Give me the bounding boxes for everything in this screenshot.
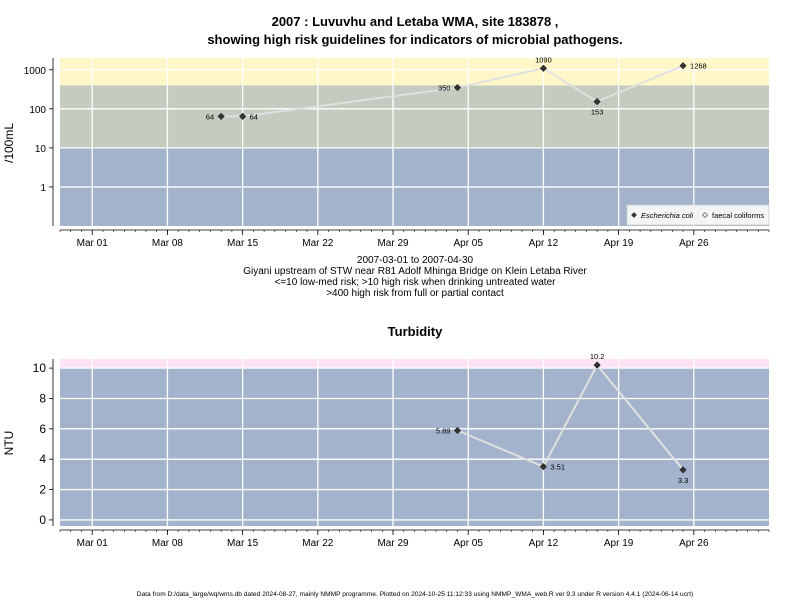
chart1-point-4	[539, 64, 548, 72]
chart1-data-label-4: 1090	[535, 55, 552, 64]
chart2-title: Turbidity	[388, 324, 443, 339]
chart2-band-2	[60, 359, 769, 369]
chart2-data-label-3: 10.2	[590, 352, 605, 361]
chart2-y-tick-label-3: 4	[39, 452, 46, 466]
chart1-x-tick-label-9: Apr 26	[679, 238, 709, 249]
chart2-y-tick-label-4: 6	[39, 422, 46, 436]
chart2-data-label-4: 3.3	[678, 476, 688, 485]
chart1-x-tick-label-8: Apr 19	[604, 238, 634, 249]
chart2-x-tick-label-2: Mar 08	[152, 538, 184, 549]
footer-note: Data from D:/data_large/wq/wms.db dated …	[137, 591, 693, 598]
chart1-point-1	[217, 112, 225, 121]
chart2-x-tick-label-6: Apr 05	[453, 538, 483, 549]
chart1-title: 2007 : Luvuvhu and Letaba WMA, site 1838…	[272, 14, 559, 29]
chart1-band-2	[60, 85, 769, 148]
chart1-point-2	[238, 112, 247, 121]
chart1-y-tick-label-2: 10	[35, 144, 47, 155]
chart2-x-tick-label-5: Mar 29	[377, 538, 409, 549]
chart1-x-tick-label-4: Mar 22	[302, 238, 334, 249]
chart2-x-tick-label-1: Mar 01	[77, 538, 109, 549]
chart1-legend-label-1: Escherichia coli	[641, 211, 693, 220]
chart1-x-tick-label-5: Mar 29	[377, 238, 409, 249]
chart2-y-tick-label-2: 2	[39, 483, 46, 497]
chart1-y-tick-label-1: 1	[40, 183, 46, 194]
chart1-point-6	[679, 62, 687, 70]
chart1-subtitle: showing high risk guidelines for indicat…	[207, 32, 622, 47]
chart2-point-3	[593, 361, 601, 369]
chart1-xlabel-line-2: Giyani upstream of STW near R81 Adolf Mh…	[243, 266, 587, 277]
chart1-legend-label-2: faecal coliforms	[712, 211, 764, 220]
chart1-point-3	[453, 83, 462, 92]
chart1-x-tick-label-3: Mar 15	[227, 238, 259, 249]
chart1-plot: Mar 01 Mar 08 Mar 15 Mar 22 Mar 29 Apr 05 Apr …	[24, 55, 770, 249]
chart1-xlabel-line-1: 2007-03-01 to 2007-04-30	[357, 255, 474, 266]
chart1-legend-marker-1	[631, 212, 637, 218]
chart2-plot: Mar 01 Mar 08 Mar 15 Mar 22 Mar 29 Apr 05 Apr …	[33, 352, 770, 549]
chart2-x-tick-label-4: Mar 22	[302, 538, 334, 549]
chart1-x-tick-label-1: Mar 01	[77, 238, 109, 249]
chart1-band-3	[60, 58, 769, 86]
chart2-point-4	[679, 466, 687, 474]
chart1-xlabel-line-3: <=10 low-med risk; >10 high risk when dr…	[275, 277, 557, 288]
chart1-data-label-3: 350	[438, 84, 451, 93]
chart2-y-tick-label-6: 10	[33, 361, 47, 375]
chart2-band-1	[60, 368, 769, 526]
chart2-series-1-line	[457, 363, 684, 471]
chart2-point-2	[539, 462, 548, 471]
chart2-x-tick-label-9: Apr 26	[679, 538, 709, 549]
chart1-data-label-5: 153	[591, 108, 604, 117]
chart2-x-tick-label-8: Apr 19	[604, 538, 634, 549]
chart2-y-tick-label-5: 8	[39, 391, 46, 405]
chart1-x-tick-label-2: Mar 08	[152, 238, 184, 249]
chart1-ylabel: /100mL	[2, 123, 16, 163]
chart2-point-1	[453, 426, 462, 435]
chart1-legend-box	[626, 204, 770, 226]
chart2-y-tick-label-1: 0	[39, 513, 46, 527]
chart2-data-label-1: 5.89	[436, 427, 451, 436]
chart1-xlabel-line-4: >400 high risk from full or partial cont…	[326, 288, 504, 299]
chart1-y-tick-label-4: 1000	[24, 66, 47, 77]
chart2-x-tick-label-7: Apr 12	[529, 538, 559, 549]
chart1-y-tick-label-3: 100	[29, 105, 46, 116]
chart1-data-label-6: 1268	[690, 62, 707, 71]
chart2-x-tick-label-3: Mar 15	[227, 538, 259, 549]
chart2-ylabel: NTU	[2, 431, 16, 456]
chart1-data-label-2: 64	[250, 112, 258, 121]
chart1-x-tick-label-7: Apr 12	[529, 238, 559, 249]
chart1-legend-marker-2	[702, 212, 708, 218]
chart1-point-5	[593, 97, 601, 106]
chart2-data-label-2: 3.51	[550, 463, 565, 472]
chart1-x-tick-label-6: Apr 05	[453, 238, 483, 249]
chart1-data-label-1: 64	[206, 112, 214, 121]
